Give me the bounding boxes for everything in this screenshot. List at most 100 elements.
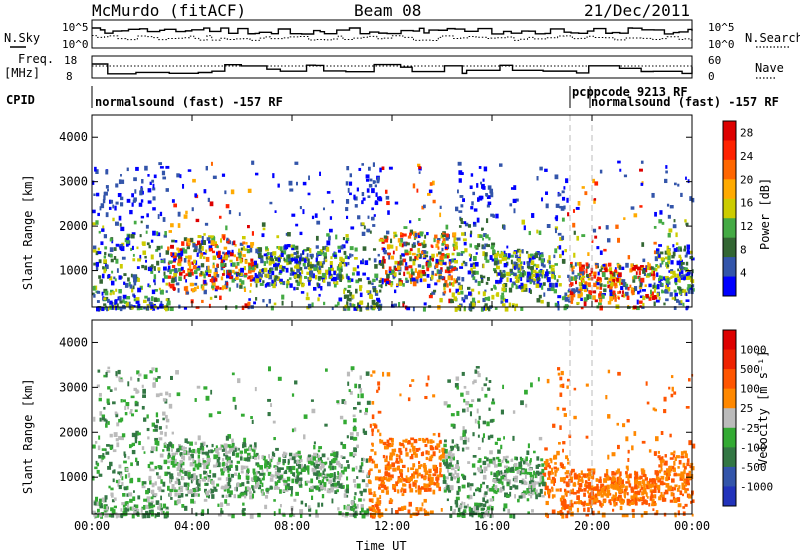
echo-cell [424, 395, 428, 400]
echo-cell [297, 452, 300, 457]
echo-cell [315, 476, 319, 480]
echo-cell [378, 197, 383, 202]
echo-cell [401, 464, 406, 469]
echo-cell [235, 466, 239, 471]
echo-cell [663, 471, 667, 476]
echo-cell [389, 474, 394, 479]
echo-cell [566, 510, 571, 514]
echo-cell [535, 264, 540, 269]
echo-cell [221, 485, 224, 490]
echo-cell [401, 493, 405, 497]
echo-cell [318, 480, 322, 484]
echo-cell [167, 275, 172, 279]
echo-cell [517, 267, 520, 271]
echo-cell [167, 452, 171, 456]
echo-cell [617, 291, 620, 295]
echo-cell [501, 459, 504, 464]
echo-cell [439, 474, 443, 478]
echo-cell [179, 174, 182, 179]
echo-cell [384, 458, 388, 463]
echo-cell [261, 268, 264, 272]
echo-cell [674, 292, 678, 297]
echo-cell [120, 508, 123, 512]
echo-cell [678, 485, 681, 489]
echo-cell [397, 489, 400, 494]
echo-cell [412, 242, 416, 247]
echo-cell [153, 493, 158, 497]
echo-cell [514, 254, 519, 259]
echo-cell [376, 196, 380, 200]
echo-cell [461, 277, 465, 282]
echo-cell [527, 273, 530, 278]
echo-cell [425, 450, 428, 455]
echo-cell [519, 480, 523, 484]
echo-cell [142, 299, 147, 303]
echo-cell [625, 513, 629, 518]
echo-cell [345, 240, 349, 244]
echo-cell [581, 476, 584, 482]
echo-cell [352, 426, 357, 432]
echo-cell [448, 489, 452, 493]
echo-cell [469, 233, 472, 238]
echo-cell [423, 462, 426, 466]
echo-cell [311, 408, 316, 414]
echo-cell [685, 276, 690, 280]
echo-cell [189, 449, 193, 453]
echo-cell [382, 256, 385, 261]
echo-cell [325, 461, 328, 465]
echo-cell [172, 255, 177, 259]
echo-cell [647, 261, 650, 267]
echo-cell [155, 472, 159, 476]
echo-cell [276, 235, 280, 239]
echo-cell [115, 183, 119, 188]
echo-cell [372, 287, 377, 293]
echo-cell [513, 261, 516, 265]
echo-cell [500, 486, 504, 490]
echo-cell [134, 438, 138, 444]
echo-cell [184, 438, 188, 443]
echo-cell [105, 169, 109, 175]
echo-cell [577, 272, 580, 277]
echo-cell [597, 302, 602, 306]
echo-cell [306, 480, 311, 484]
echo-cell [110, 199, 114, 204]
echo-cell [481, 227, 484, 231]
echo-cell [354, 492, 357, 496]
echo-cell [368, 257, 371, 261]
echo-cell [378, 484, 381, 488]
echo-cell [163, 275, 168, 279]
echo-cell [230, 189, 235, 195]
echo-cell [540, 458, 544, 462]
echo-cell [179, 469, 184, 473]
echo-cell [93, 416, 96, 422]
echo-cell [246, 468, 250, 473]
echo-cell [638, 498, 641, 502]
echo-cell [131, 432, 136, 438]
echo-cell [505, 466, 510, 472]
echo-cell [228, 287, 231, 292]
echo-cell [451, 439, 454, 444]
echo-cell [503, 250, 506, 254]
echo-cell [210, 389, 213, 395]
echo-cell [328, 490, 331, 494]
echo-cell [94, 166, 97, 172]
echo-cell [258, 273, 262, 277]
echo-cell [385, 455, 388, 459]
echo-cell [186, 241, 189, 247]
echo-cell [667, 260, 670, 265]
echo-cell [355, 288, 358, 294]
echo-cell [130, 408, 133, 412]
echo-cell [438, 449, 441, 453]
echo-cell [593, 271, 597, 275]
echo-cell [119, 263, 123, 269]
echo-cell [170, 252, 175, 258]
echo-cell [146, 496, 151, 499]
echo-cell [283, 489, 286, 493]
echo-cell [523, 283, 528, 288]
echo-cell [482, 460, 487, 466]
echo-cell [229, 490, 233, 495]
echo-cell [330, 264, 333, 268]
echo-cell [244, 494, 247, 499]
echo-cell [653, 488, 657, 494]
echo-cell [352, 513, 356, 517]
